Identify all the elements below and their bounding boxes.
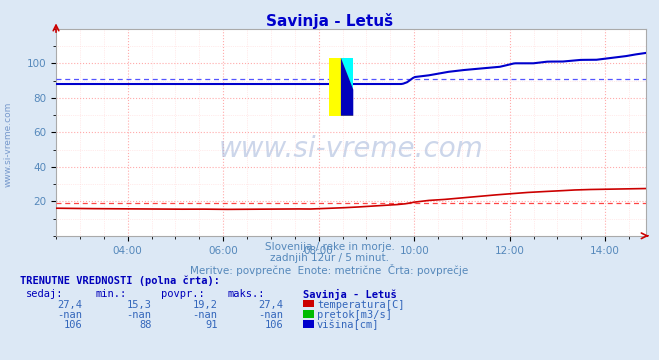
Text: 91: 91 [205, 320, 217, 330]
Text: www.si-vreme.com: www.si-vreme.com [219, 135, 483, 163]
Text: Meritve: povprečne  Enote: metrične  Črta: povprečje: Meritve: povprečne Enote: metrične Črta:… [190, 264, 469, 275]
Text: www.si-vreme.com: www.si-vreme.com [4, 101, 13, 187]
Text: Slovenija / reke in morje.: Slovenija / reke in morje. [264, 242, 395, 252]
Text: min.:: min.: [96, 289, 127, 299]
Text: 27,4: 27,4 [57, 300, 82, 310]
Text: povpr.:: povpr.: [161, 289, 205, 299]
Text: 106: 106 [64, 320, 82, 330]
Text: temperatura[C]: temperatura[C] [317, 300, 405, 310]
Text: -nan: -nan [258, 310, 283, 320]
Polygon shape [341, 58, 353, 90]
Text: zadnjih 12ur / 5 minut.: zadnjih 12ur / 5 minut. [270, 253, 389, 263]
Text: Savinja - Letuš: Savinja - Letuš [303, 289, 397, 300]
Text: TRENUTNE VREDNOSTI (polna črta):: TRENUTNE VREDNOSTI (polna črta): [20, 275, 219, 286]
Text: -nan: -nan [57, 310, 82, 320]
Text: -nan: -nan [127, 310, 152, 320]
Text: 27,4: 27,4 [258, 300, 283, 310]
Text: maks.:: maks.: [227, 289, 265, 299]
Text: pretok[m3/s]: pretok[m3/s] [317, 310, 392, 320]
Text: višina[cm]: višina[cm] [317, 320, 380, 330]
Text: Savinja - Letuš: Savinja - Letuš [266, 13, 393, 28]
Text: 15,3: 15,3 [127, 300, 152, 310]
Text: -nan: -nan [192, 310, 217, 320]
Text: sedaj:: sedaj: [26, 289, 64, 299]
Text: 106: 106 [265, 320, 283, 330]
Text: 19,2: 19,2 [192, 300, 217, 310]
Bar [328, 58, 353, 116]
Text: 88: 88 [139, 320, 152, 330]
Polygon shape [341, 58, 353, 116]
